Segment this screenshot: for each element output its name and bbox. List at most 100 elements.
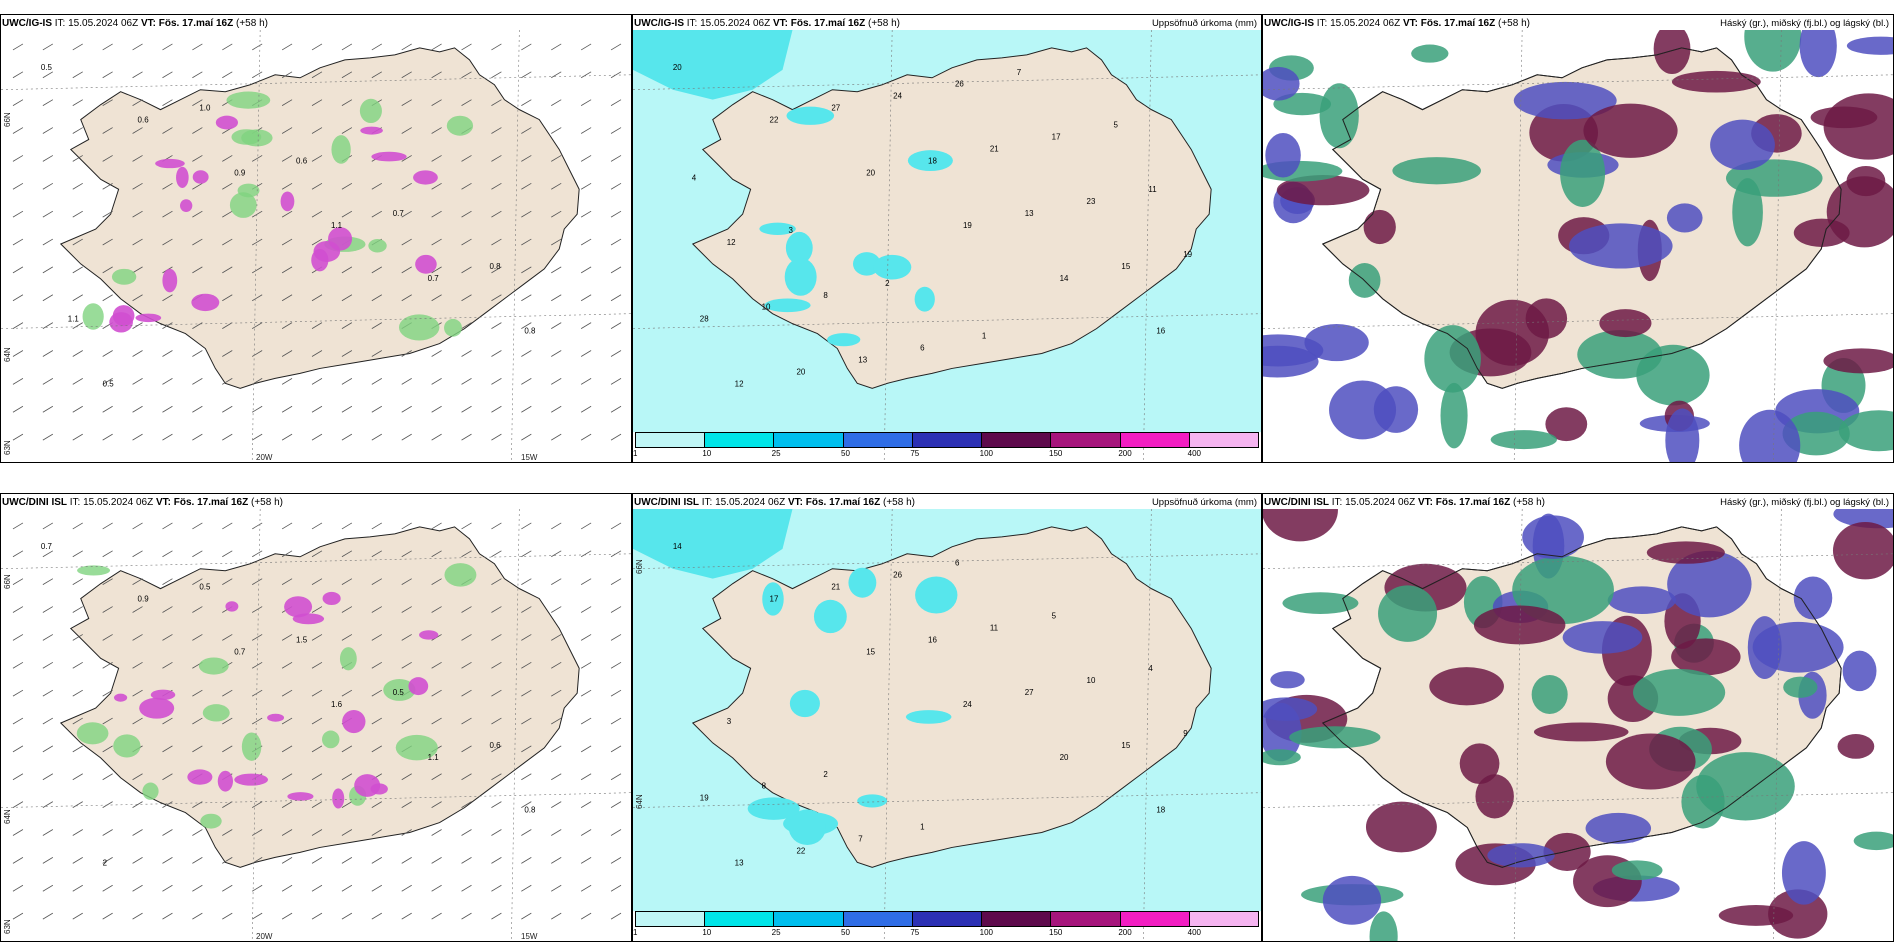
wind-barb (371, 578, 382, 585)
wind-barb (222, 550, 233, 558)
wind-barb (371, 912, 382, 920)
wind-barb (491, 912, 502, 920)
cloud-cover-patch (1369, 911, 1398, 941)
precip-heavy-area (784, 257, 817, 296)
map-value-label: 16 (928, 635, 937, 644)
wind-barb (251, 912, 263, 920)
cloud-cover-patch (1671, 70, 1761, 93)
wind-barb (102, 912, 113, 920)
model-name: UWC/IG-IS (2, 18, 52, 29)
precip-green-patch (331, 135, 351, 164)
wind-barb (132, 182, 143, 190)
map-value-label: 14 (673, 542, 682, 551)
wind-barb (251, 322, 263, 329)
wind-barb (401, 210, 412, 218)
colorbar-swatch (912, 433, 983, 447)
wind-barb (551, 606, 562, 613)
latitude-line (633, 792, 1261, 808)
cloud-cover-patch (1487, 843, 1555, 868)
wind-barb (281, 378, 293, 385)
wind-barb (102, 99, 113, 106)
wind-barb (102, 661, 113, 669)
precip-green-patch (359, 98, 382, 124)
colorbar-tick-label: 150 (1049, 928, 1063, 937)
wind-barb (162, 745, 173, 753)
wind-barb (311, 294, 323, 302)
wind-barb (132, 550, 143, 558)
longitude-line (1513, 509, 1523, 941)
wind-barb (222, 857, 233, 864)
wind-barb (401, 71, 412, 79)
wind-barb (251, 155, 263, 162)
wind-barb (580, 43, 592, 51)
wind-barb (551, 210, 562, 218)
colorbar-swatch (1120, 912, 1190, 926)
wind-barb (401, 578, 412, 585)
map-value-label: 3 (727, 717, 732, 726)
lat-label-63: 63N (3, 919, 12, 934)
wind-barb (431, 857, 442, 864)
precip-green-patch (444, 563, 477, 587)
wind-barb (341, 829, 353, 836)
wind-barb (341, 99, 353, 106)
wind-barb (12, 43, 24, 51)
snow-patch (354, 774, 381, 797)
wind-barb (610, 884, 622, 892)
colorbar-tick-label: 1 (633, 449, 638, 458)
wind-barb (311, 606, 323, 613)
cloud-cover-patch (1263, 345, 1319, 378)
wind-barb (12, 127, 24, 134)
lon-label-15w: 15W (521, 932, 538, 941)
wind-barb (341, 912, 353, 920)
panel-top-mid-precipitation: UWC/IG-IS IT: 15.05.2024 06Z VT: Fös. 17… (632, 14, 1262, 463)
wind-barb (580, 433, 592, 441)
panel-title: UWC/IG-IS IT: 15.05.2024 06Z VT: Fös. 17… (634, 17, 1257, 30)
map-value-label: 10 (1087, 676, 1096, 685)
wind-barb (12, 266, 24, 274)
wind-barb (102, 127, 113, 134)
wind-barb (461, 857, 472, 864)
wind-barb (521, 210, 532, 218)
wind-barb (580, 829, 592, 836)
map-value-label: 24 (963, 700, 972, 709)
panel-title: UWC/IG-IS IT: 15.05.2024 06Z VT: Fös. 17… (2, 17, 627, 30)
wind-barb (222, 829, 233, 836)
map-value-label: 22 (770, 116, 779, 125)
precip-heavy-area (848, 567, 877, 598)
snow-patch (109, 312, 133, 333)
cloud-cover-patch (1473, 605, 1566, 645)
wind-barb (102, 294, 113, 302)
wind-barb (311, 634, 323, 641)
wind-barb (580, 99, 592, 106)
snow-patch (313, 240, 341, 262)
wind-barb (580, 578, 592, 585)
cloud-cover-patch (1533, 722, 1629, 742)
wind-barb (251, 661, 263, 669)
snow-patch (192, 170, 209, 184)
wind-barb (222, 405, 233, 413)
wind-barb (491, 829, 502, 836)
snow-patch (162, 268, 178, 293)
precip-green-patch (398, 314, 440, 341)
map-value-label: 24 (893, 92, 902, 101)
colorbar-swatch (705, 433, 775, 447)
wind-barb (251, 578, 263, 585)
wind-barb (132, 912, 143, 920)
cloud-cover-patch (1646, 541, 1725, 564)
wind-barb (311, 71, 323, 79)
colorbar-swatch (1189, 433, 1258, 447)
wind-barb (72, 378, 83, 385)
wind-barb (311, 433, 323, 441)
coastline (1321, 47, 1842, 389)
latitude-line (1263, 792, 1893, 808)
wind-barb (192, 378, 203, 385)
model-name: UWC/DINI ISL (2, 497, 67, 508)
snow-patch (150, 689, 176, 701)
map-value-label: 12 (735, 379, 744, 388)
map-value-label: 11 (990, 623, 999, 632)
wind-barb (132, 378, 143, 385)
init-time: IT: 15.05.2024 06Z (686, 18, 771, 29)
wind-barb (580, 634, 592, 641)
colorbar-tick-label: 200 (1118, 449, 1132, 458)
wind-barb (461, 322, 472, 329)
